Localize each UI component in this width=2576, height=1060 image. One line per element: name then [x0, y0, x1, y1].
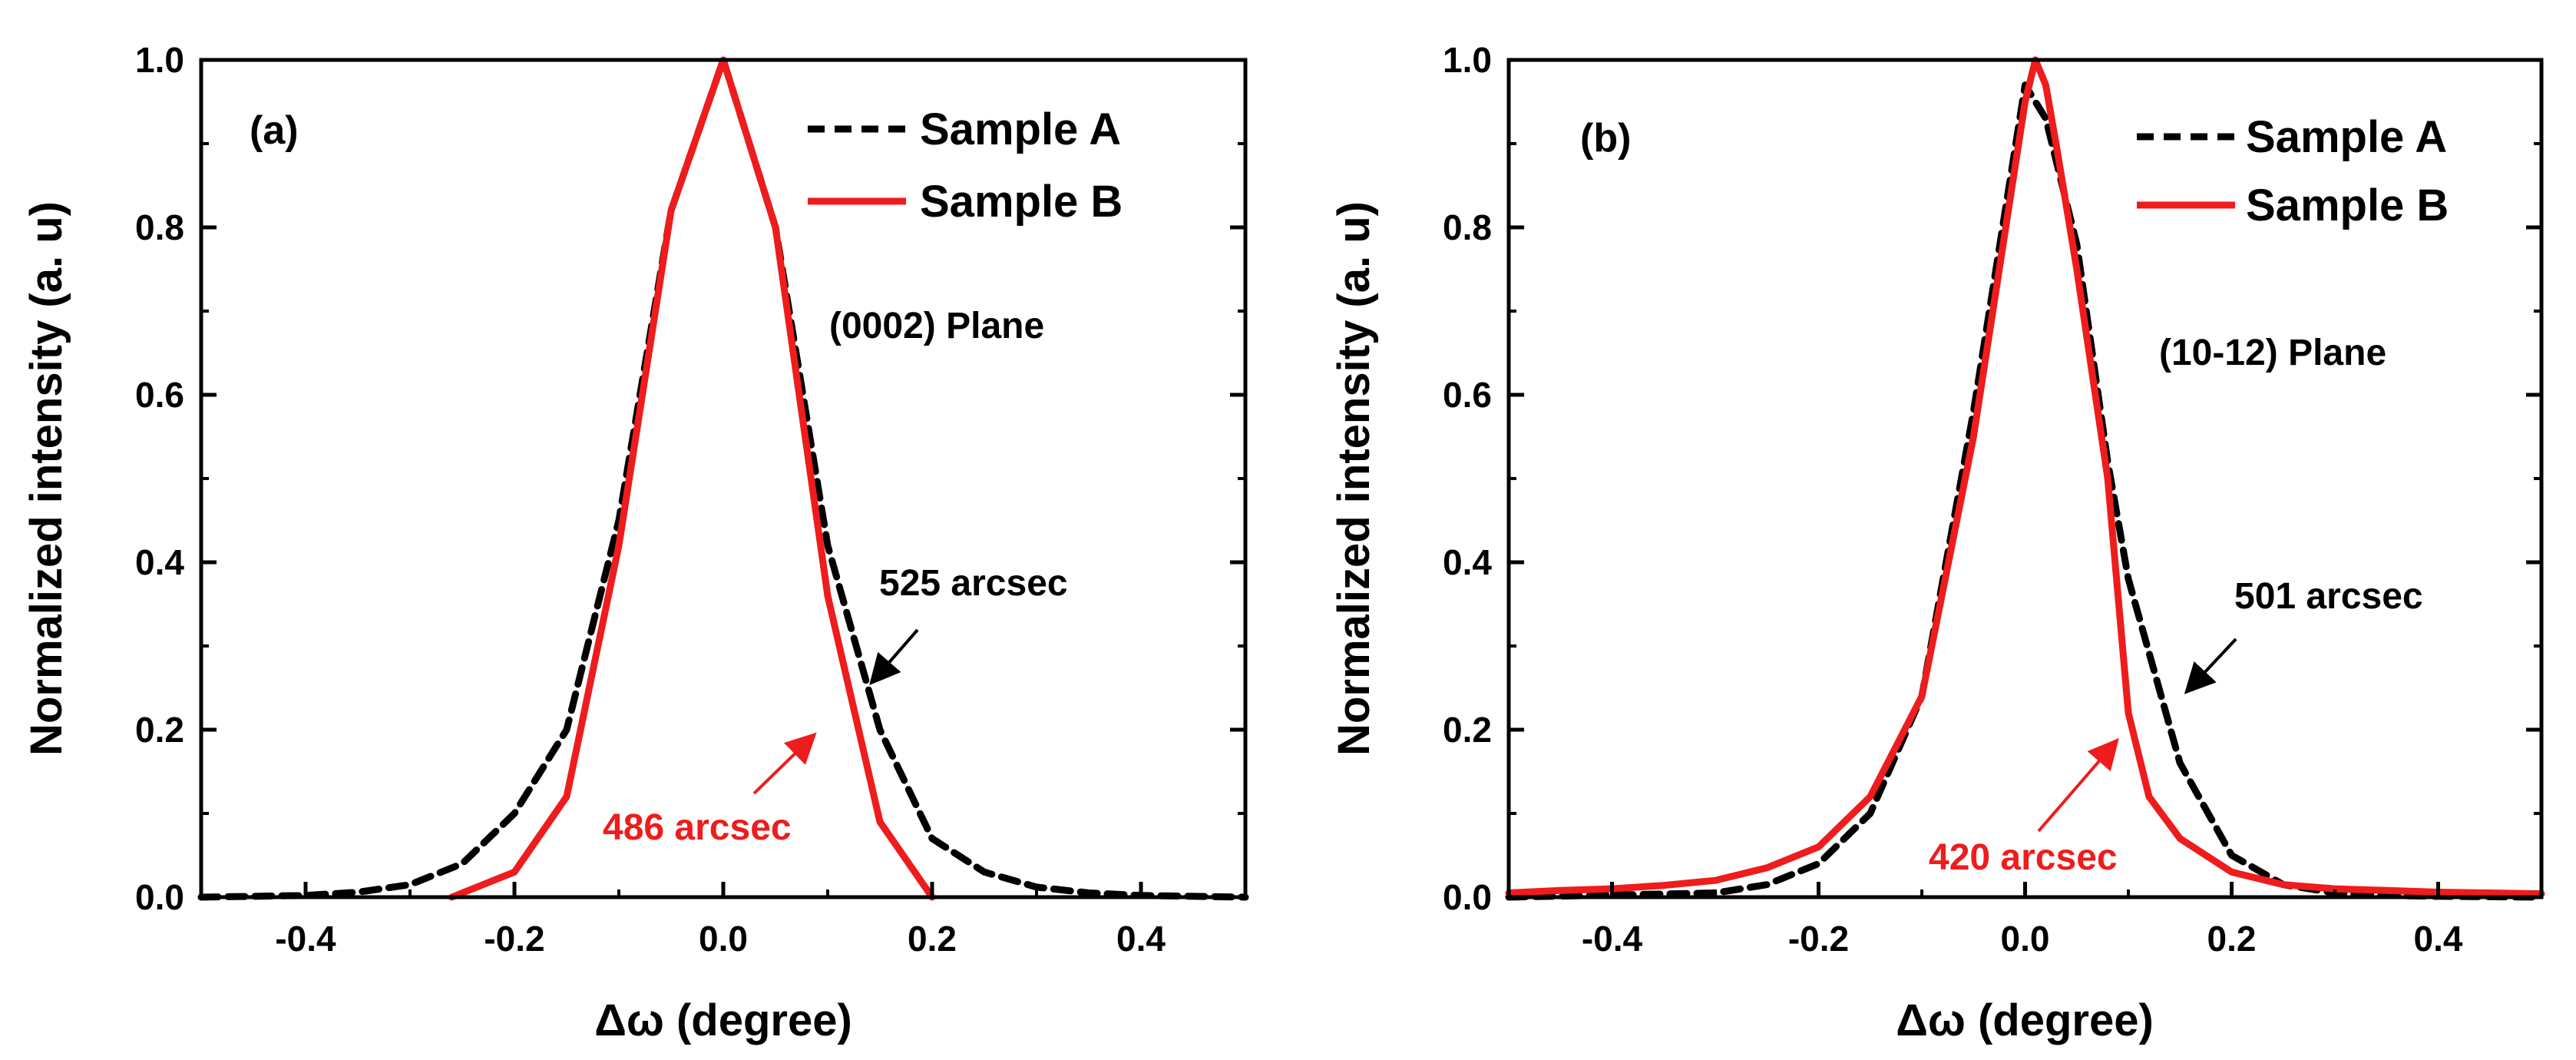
panel-a-plane-label: (0002) Plane	[829, 306, 1044, 346]
panel-a-xtick-label: -0.4	[275, 919, 336, 959]
panel-a: -0.4 -0.2 0.0 0.2 0.4 0.0 0.2 0.4 0.6 0.8 1.0 Nor…	[21, 40, 1249, 1045]
panel-b-xtick-label: 0.4	[2414, 919, 2463, 959]
panel-b-annotation-sample-b: 420 arcsec	[1929, 837, 2118, 878]
panel-b-legend-label-b: Sample B	[2246, 181, 2449, 230]
panel-a-legend-label-b: Sample B	[920, 177, 1123, 227]
panel-b-ytick-label: 0.6	[1443, 375, 1492, 415]
panel-b-ylabel: Normalized intensity (a. u)	[1329, 201, 1379, 756]
panel-a-yticks: 0.0 0.2 0.4 0.6 0.8 1.0	[135, 40, 1245, 917]
panel-b-xtick-label: -0.4	[1582, 919, 1643, 959]
panel-b-annotation-sample-a: 501 arcsec	[2234, 576, 2423, 617]
panel-a-annotation-sample-a: 525 arcsec	[879, 563, 1068, 604]
panel-a-xtick-label: 0.2	[908, 919, 957, 959]
panel-b-ytick-label: 0.2	[1443, 710, 1492, 750]
panel-b-arrow-sample-a	[2184, 638, 2237, 694]
panel-a-series-b	[448, 56, 936, 901]
panel-a-xtick-label: 0.0	[699, 919, 748, 959]
panel-a-annotation-sample-b: 486 arcsec	[603, 807, 792, 848]
panel-a-xtick-label: 0.4	[1116, 919, 1166, 959]
panel-b: -0.4 -0.2 0.0 0.2 0.4 0.0 0.2 0.4 0.6 0.8 1.0 Nor…	[1329, 40, 2545, 1045]
panel-a-arrow-sample-a	[869, 628, 919, 686]
panel-b-ytick-label: 0.0	[1443, 877, 1492, 917]
panel-a-arrow-sample-b	[752, 732, 817, 795]
panel-b-xtick-label: 0.2	[2207, 919, 2257, 959]
panel-b-plane-label: (10-12) Plane	[2159, 333, 2386, 373]
panel-a-xticks: -0.4 -0.2 0.0 0.2 0.4	[200, 882, 1247, 959]
panel-a-label: (a)	[250, 108, 299, 153]
panel-a-ytick-label: 0.0	[135, 877, 184, 917]
panel-b-ytick-label: 0.4	[1443, 542, 1492, 582]
panel-a-legend-label-a: Sample A	[920, 104, 1121, 154]
panel-b-line-sample-b	[1505, 56, 2545, 898]
panel-a-ytick-label: 0.6	[135, 375, 184, 415]
panel-a-ytick-label: 0.2	[135, 710, 184, 750]
panel-a-xtick-label: -0.2	[484, 919, 544, 959]
panel-a-legend: Sample A Sample B	[808, 104, 1123, 227]
panel-b-legend: Sample A Sample B	[2137, 112, 2449, 230]
panel-a-ylabel: Normalized intensity (a. u)	[21, 201, 71, 756]
panel-b-xticks: -0.4 -0.2 0.0 0.2 0.4	[1507, 882, 2543, 959]
panel-b-xtick-label: 0.0	[2001, 919, 2050, 959]
panel-a-ytick-label: 1.0	[135, 40, 184, 80]
panel-b-legend-label-a: Sample A	[2246, 112, 2447, 162]
panel-a-xlabel: Δω (degree)	[594, 995, 852, 1045]
panel-b-arrow-sample-b	[2037, 737, 2119, 833]
panel-a-line-sample-b	[448, 56, 936, 901]
panel-b-label: (b)	[1580, 116, 1631, 161]
panel-a-ytick-label: 0.4	[135, 542, 184, 582]
panel-b-series-b	[1505, 56, 2545, 898]
panel-b-ytick-label: 1.0	[1443, 40, 1492, 80]
panel-b-xtick-label: -0.2	[1788, 919, 1849, 959]
panel-b-ytick-label: 0.8	[1443, 207, 1492, 247]
panel-b-yticks: 0.0 0.2 0.4 0.6 0.8 1.0	[1443, 40, 2541, 917]
panel-a-ytick-label: 0.8	[135, 207, 184, 247]
panel-b-xlabel: Δω (degree)	[1896, 995, 2154, 1045]
